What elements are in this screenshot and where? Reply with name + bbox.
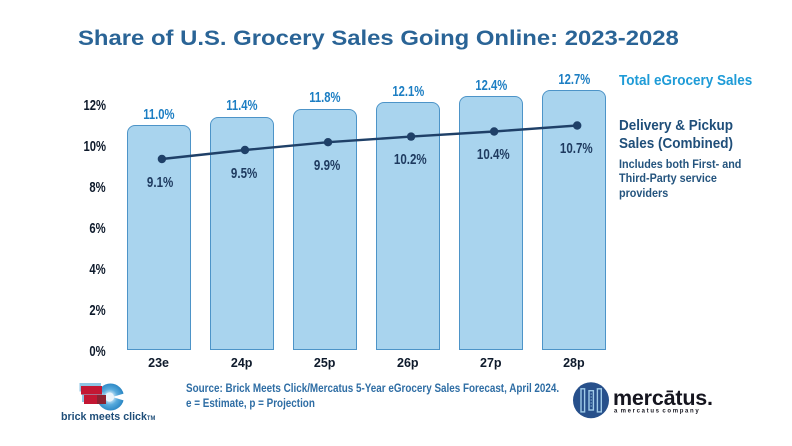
svg-text:mercātus.: mercātus.	[613, 386, 713, 410]
svg-text:a m e r c a t u s c o m p a: a m e r c a t u s c o m p a n y	[614, 409, 699, 415]
svg-text:brick meets clickTM: brick meets clickTM	[61, 411, 155, 423]
